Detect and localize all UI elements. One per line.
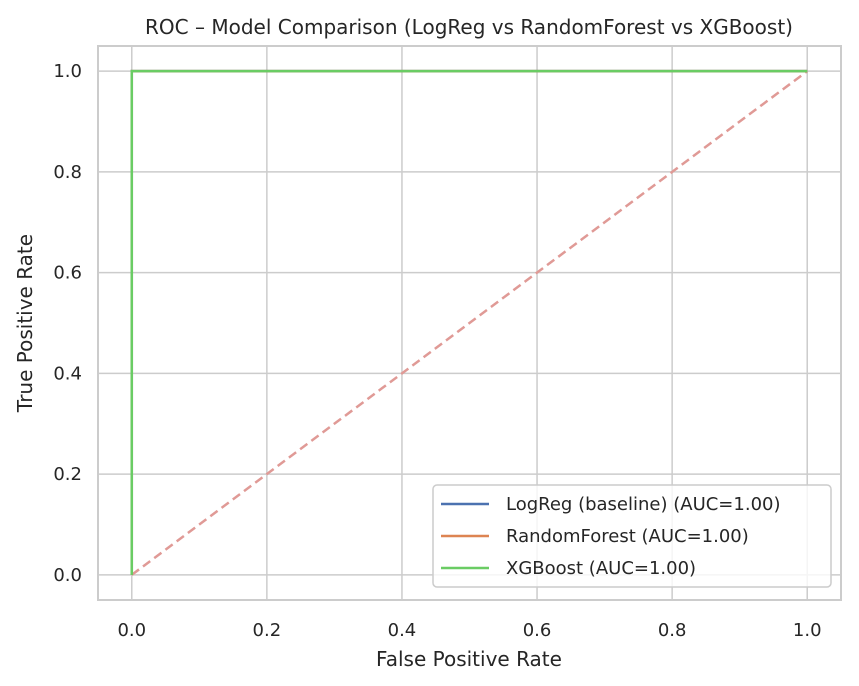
- plot-frame: [97, 45, 842, 601]
- legend-box: [432, 484, 832, 588]
- y-tick-labels: 0.0 0.2 0.4 0.6 0.8 1.0: [53, 61, 82, 586]
- y-axis-label: True Positive Rate: [13, 234, 37, 413]
- y-tick-label: 0.0: [53, 565, 82, 586]
- legend-label-0: LogReg (baseline) (AUC=1.00): [506, 494, 781, 515]
- x-tick-label: 0.2: [253, 620, 282, 641]
- chart-title: ROC – Model Comparison (LogReg vs Random…: [145, 15, 793, 39]
- legend: LogReg (baseline) (AUC=1.00) RandomForest…: [432, 484, 832, 588]
- y-tick-label: 1.0: [53, 61, 82, 82]
- reference-diagonal: [131, 70, 808, 576]
- y-tick-label: 0.4: [53, 363, 82, 384]
- legend-label-2: XGBoost (AUC=1.00): [506, 558, 696, 579]
- series-line-2: [130, 69, 808, 575]
- x-tick-label: 1.0: [793, 620, 822, 641]
- series-lines: [130, 69, 808, 575]
- x-tick-label: 0.8: [658, 620, 687, 641]
- x-tick-label: 0.6: [523, 620, 552, 641]
- x-tick-label: 0.4: [388, 620, 417, 641]
- y-tick-label: 0.2: [53, 464, 82, 485]
- x-axis-label: False Positive Rate: [376, 647, 562, 671]
- y-tick-label: 0.6: [53, 263, 82, 284]
- reference-line: [131, 70, 808, 576]
- legend-label-1: RandomForest (AUC=1.00): [506, 526, 749, 547]
- y-tick-label: 0.8: [53, 162, 82, 183]
- x-tick-labels: 0.0 0.2 0.4 0.6 0.8 1.0: [117, 620, 821, 641]
- x-tick-label: 0.0: [117, 620, 146, 641]
